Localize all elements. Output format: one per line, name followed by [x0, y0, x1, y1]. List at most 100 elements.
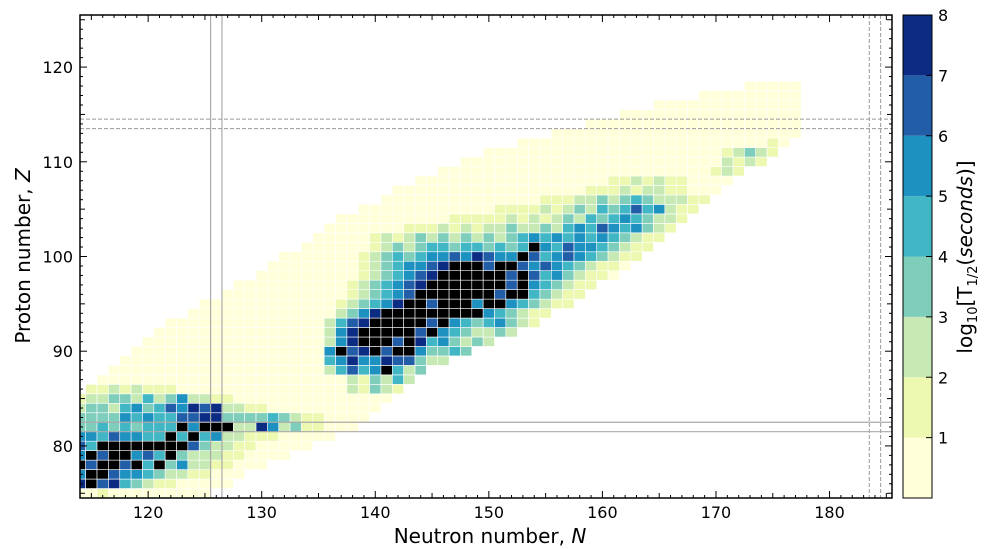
nuclide-cell	[551, 223, 563, 234]
nuclide-cell	[380, 194, 393, 205]
nuclide-cell	[392, 251, 404, 262]
nuclide-cell	[142, 402, 155, 414]
nuclide-cell	[482, 175, 495, 186]
nuclide-cell	[210, 346, 223, 357]
y-tick-label: 80	[53, 437, 73, 456]
nuclide-cell	[516, 298, 529, 309]
nuclide-cell	[414, 279, 427, 290]
y-tick-label: 100	[42, 248, 73, 267]
nuclide-cell	[346, 384, 359, 395]
nuclide-cell	[392, 384, 404, 395]
nuclide-cell	[505, 317, 518, 328]
nuclide-cell	[198, 421, 211, 433]
nuclide-cell	[85, 440, 98, 451]
nuclide-cell	[448, 327, 461, 338]
nuclide-cell	[369, 402, 382, 414]
nuclide-cell	[323, 289, 336, 300]
nuclide-cell	[448, 346, 461, 357]
nuclide-cell	[573, 204, 586, 215]
nuclide-cell	[596, 128, 609, 139]
nuclide-cell	[312, 260, 325, 272]
nuclide-cell	[96, 412, 109, 423]
nuclide-cell	[176, 317, 189, 328]
nuclide-cell	[221, 440, 234, 451]
nuclide-cell	[630, 194, 643, 205]
nuclide-cell	[675, 147, 688, 158]
nuclide-cell	[289, 327, 302, 338]
nuclide-cell	[437, 166, 450, 177]
nuclide-cell	[664, 147, 677, 158]
nuclide-cell	[392, 336, 404, 347]
nuclide-cell	[289, 421, 302, 433]
nuclide-cell	[755, 156, 768, 167]
nuclide-cell	[357, 241, 370, 253]
nuclide-cell	[505, 251, 518, 262]
nuclide-cell	[369, 346, 382, 357]
nuclide-cell	[142, 393, 155, 404]
nuclide-cell	[619, 175, 632, 186]
nuclide-cell	[130, 412, 143, 423]
nuclide-cell	[460, 166, 473, 177]
nuclide-cell	[403, 374, 416, 385]
nuclide-cell	[641, 175, 654, 186]
nuclide-cell	[346, 270, 359, 281]
nuclide-cell	[641, 241, 654, 253]
nuclide-cell	[130, 469, 143, 480]
nuclide-cell	[267, 365, 280, 376]
nuclide-cell	[380, 336, 393, 347]
nuclide-cell	[482, 251, 495, 262]
nuclide-cell	[403, 223, 416, 234]
nuclide-cell	[653, 175, 666, 186]
nuclide-cell	[732, 118, 745, 129]
nuclide-cell	[187, 355, 200, 366]
nuclide-cell	[585, 166, 598, 177]
nuclide-cell	[573, 279, 586, 290]
nuclide-cell	[448, 241, 461, 253]
nuclide-cell	[755, 90, 768, 101]
nuclide-cell	[96, 478, 109, 489]
nuclide-cell	[698, 156, 711, 167]
nuclide-cell	[414, 336, 427, 347]
nuclide-cell	[528, 223, 541, 234]
nuclide-cell	[267, 412, 280, 423]
nuclide-cell	[380, 279, 393, 290]
nuclide-cell	[142, 412, 155, 423]
nuclide-cell	[153, 355, 166, 366]
nuclide-cell	[357, 402, 370, 414]
nuclide-cell	[176, 469, 189, 480]
nuclide-cell	[630, 156, 643, 167]
nuclide-cell	[392, 223, 404, 234]
nuclide-cell	[630, 251, 643, 262]
nuclide-cell	[698, 128, 711, 139]
nuclide-cell	[85, 459, 98, 470]
nuclide-cell	[778, 118, 791, 129]
nuclide-cell	[119, 384, 132, 395]
nuclide-cell	[755, 80, 768, 92]
nuclide-cell	[414, 289, 427, 300]
nuclide-cell	[323, 402, 336, 414]
nuclide-cell	[596, 175, 609, 186]
nuclide-cell	[596, 241, 609, 253]
nuclide-cell	[323, 260, 336, 272]
nuclide-cell	[198, 469, 211, 480]
nuclide-cell	[323, 241, 336, 253]
nuclide-cell	[539, 308, 552, 319]
nuclide-cell	[766, 137, 779, 148]
nuclide-cell	[426, 213, 439, 224]
nuclide-cell	[176, 440, 189, 451]
nuclide-cell	[346, 355, 359, 366]
nuclide-cell	[505, 213, 518, 224]
nuclide-cell	[153, 469, 166, 480]
nuclide-cell	[528, 317, 541, 328]
nuclide-cell	[244, 289, 257, 300]
nuclide-cell	[539, 137, 552, 148]
nuclide-cell	[119, 412, 132, 423]
nuclide-cell	[346, 336, 359, 347]
nuclide-cell	[312, 365, 325, 376]
nuclide-cell	[210, 431, 223, 442]
nuclide-cell	[482, 166, 495, 177]
nuclide-cell	[301, 412, 314, 423]
nuclide-cell	[233, 469, 245, 480]
nuclide-cell	[187, 317, 200, 328]
nuclide-cell	[687, 185, 700, 196]
